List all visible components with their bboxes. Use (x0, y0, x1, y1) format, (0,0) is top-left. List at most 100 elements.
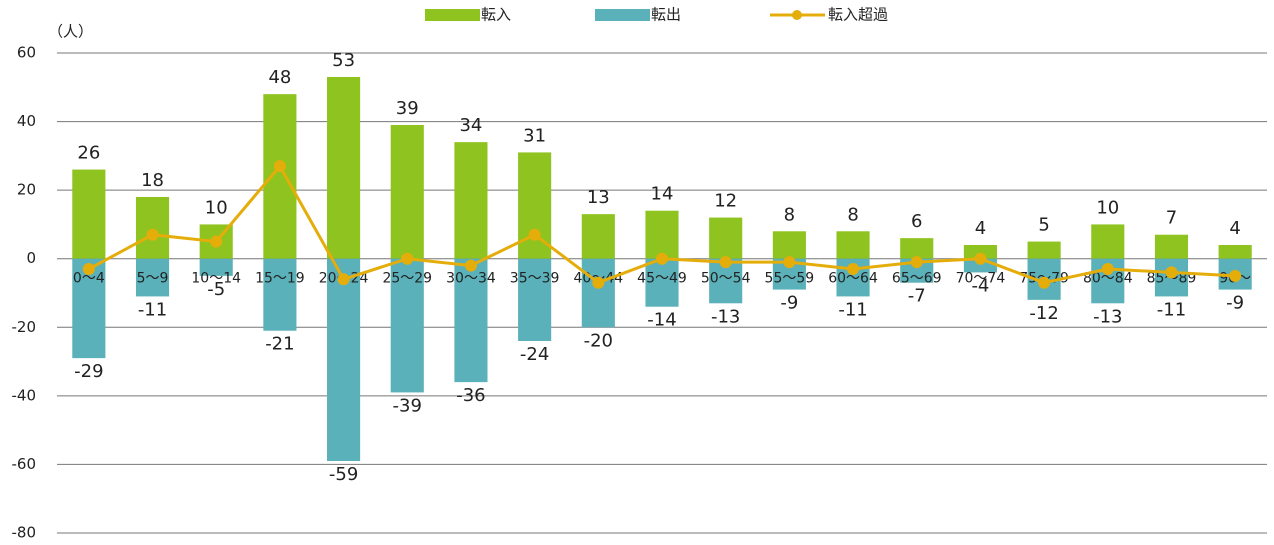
data-label: 8 (847, 204, 858, 225)
bar (327, 258, 361, 461)
data-label: -20 (584, 330, 613, 351)
bar (645, 210, 679, 259)
line-point (783, 256, 796, 269)
data-label: -4 (971, 275, 989, 296)
data-label: 48 (268, 67, 291, 88)
data-label: -13 (711, 306, 740, 327)
data-label: -21 (265, 334, 294, 355)
line-point (146, 228, 159, 241)
data-label: 34 (459, 115, 482, 136)
line-point (974, 252, 987, 265)
data-label: 14 (651, 184, 674, 205)
data-label: -59 (329, 464, 358, 485)
data-label: 4 (975, 218, 986, 239)
data-label: -7 (908, 286, 926, 307)
y-tick-label: 40 (17, 112, 36, 130)
bar (900, 238, 934, 259)
x-tick-label: 50～54 (701, 271, 751, 287)
line-point (1101, 263, 1114, 275)
bar (963, 245, 997, 259)
bar (518, 258, 552, 341)
data-label: -9 (780, 293, 798, 314)
x-tick-label: 30～34 (446, 271, 496, 287)
bar (1218, 245, 1252, 259)
x-tick-label: 70～74 (956, 271, 1006, 287)
bar (72, 258, 106, 359)
bar (135, 258, 170, 297)
bar (263, 94, 297, 259)
line-point (1165, 266, 1178, 279)
bar (390, 258, 424, 393)
data-label: -39 (393, 395, 422, 416)
bar (1154, 234, 1189, 259)
legend-marker (792, 10, 802, 20)
line-point (464, 259, 477, 272)
data-label: 26 (77, 143, 100, 164)
data-label: 39 (396, 98, 419, 119)
y-axis-label: （人） (48, 23, 93, 41)
bar (645, 258, 679, 307)
line-point (528, 228, 541, 241)
y-tick-label: -60 (12, 455, 37, 473)
data-label: 4 (1229, 218, 1240, 239)
bar (263, 258, 297, 331)
data-label: 8 (784, 204, 795, 225)
data-label: -14 (647, 310, 676, 331)
legend-label: 転出 (651, 6, 681, 24)
line-point (1229, 269, 1242, 282)
x-tick-label: 80～84 (1083, 271, 1133, 287)
line-point (82, 263, 95, 275)
x-tick-label: 55～59 (765, 271, 815, 287)
data-label: -36 (456, 385, 485, 406)
data-label: -24 (520, 344, 549, 365)
y-tick-label: -20 (12, 318, 37, 336)
data-label: -12 (1029, 303, 1058, 324)
data-label: -11 (1157, 299, 1186, 320)
data-label: -9 (1226, 293, 1244, 314)
data-label: 10 (205, 197, 228, 218)
y-tick-label: -80 (12, 524, 37, 542)
bar (581, 214, 615, 259)
data-label: 5 (1038, 215, 1049, 236)
line-point (273, 160, 286, 173)
data-label: 13 (587, 187, 610, 208)
bar (709, 217, 743, 259)
line-point (592, 276, 605, 289)
bar (390, 125, 424, 259)
data-label: -11 (138, 299, 167, 320)
x-tick-label: 35～39 (510, 271, 560, 287)
y-tick-label: -40 (12, 386, 37, 404)
x-tick-label: 60～64 (828, 271, 878, 287)
line-point (847, 263, 860, 275)
line-point (910, 256, 923, 269)
x-tick-label: 15～19 (255, 271, 305, 287)
data-label: 10 (1096, 197, 1119, 218)
line-point (656, 252, 668, 265)
bar (772, 231, 806, 259)
data-label: 18 (141, 170, 164, 191)
data-label: 31 (523, 125, 546, 146)
data-label: -29 (74, 361, 103, 382)
line-point (210, 235, 223, 248)
bar (836, 231, 870, 259)
legend-label: 転入 (481, 6, 511, 24)
line-point (719, 256, 732, 269)
bar (1091, 224, 1125, 259)
x-tick-label: 25～29 (382, 271, 432, 287)
data-label: 53 (332, 50, 355, 71)
x-tick-label: 85～89 (1147, 271, 1197, 287)
x-tick-label: 45～49 (637, 271, 687, 287)
data-label: -11 (838, 299, 867, 320)
data-label: 6 (911, 211, 922, 232)
legend-swatch (595, 9, 650, 21)
data-label: -5 (207, 279, 225, 300)
bar (1027, 241, 1061, 259)
data-label: 7 (1166, 208, 1177, 229)
x-tick-label: 10～14 (191, 271, 241, 287)
bar (581, 258, 615, 328)
y-tick-label: 0 (26, 249, 36, 267)
data-label: -13 (1093, 306, 1122, 327)
y-tick-label: 20 (17, 181, 36, 199)
x-tick-label: 65～69 (892, 271, 942, 287)
